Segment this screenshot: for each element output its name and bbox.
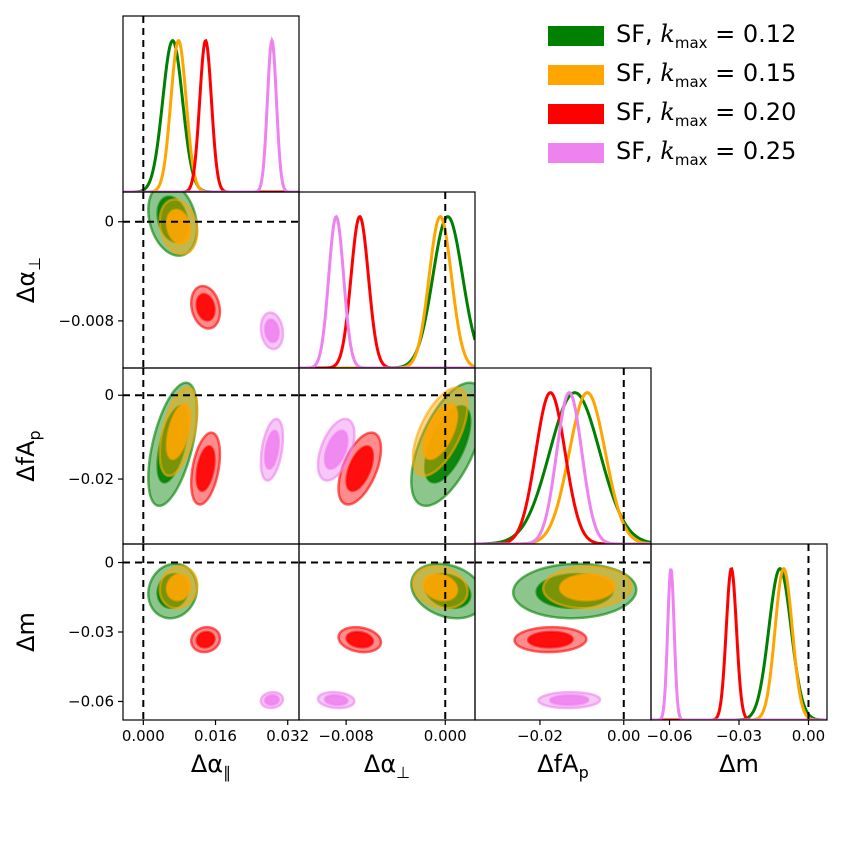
contour-68-series-2 <box>195 292 216 322</box>
marginal-daperp-series-2 <box>299 214 475 368</box>
panel-daperp-vs-dm: −0.008 0.000 Δα⊥ <box>298 543 476 782</box>
y-axis-label-dfap: ΔfAp <box>12 430 44 481</box>
legend-swatch <box>548 25 604 46</box>
panel-daperp-vs-dfap <box>298 367 476 545</box>
legend-swatch <box>548 142 604 163</box>
panel-daperp <box>298 191 476 369</box>
marginal-dfap-series-1 <box>475 391 651 544</box>
legend-swatch <box>548 64 604 85</box>
contour-68-series-1 <box>558 573 616 602</box>
marginal-dapar-series-2 <box>123 38 299 192</box>
contour-68-series-2 <box>526 630 574 649</box>
x-tick-label: 0.00 <box>607 727 640 745</box>
y-tick-label: 0 <box>104 213 114 231</box>
legend-item-3: SF, kmax = 0.25 <box>548 133 796 172</box>
legend-item-2: SF, kmax = 0.20 <box>548 94 796 133</box>
x-tick-label: 0.016 <box>194 727 237 745</box>
x-tick-label: −0.03 <box>716 727 762 745</box>
y-tick-label: −0.06 <box>68 692 114 710</box>
x-axis-label-daperp: Δα⊥ <box>364 750 410 782</box>
marginal-dm-series-3 <box>651 568 827 720</box>
legend-item-1: SF, kmax = 0.15 <box>548 55 796 94</box>
contour-68-series-1 <box>422 573 459 602</box>
contour-68-series-3 <box>323 693 349 707</box>
marginal-daperp-series-1 <box>299 215 475 368</box>
x-axis-label-dfap: ΔfAp <box>537 750 588 782</box>
marginal-dapar-series-3 <box>123 36 299 192</box>
legend-label: SF, kmax = 0.25 <box>616 136 797 169</box>
legend-item-0: SF, kmax = 0.12 <box>548 16 796 55</box>
x-tick-label: 0.000 <box>424 727 467 745</box>
contour-68-series-1 <box>165 403 192 461</box>
marginal-daperp-series-0 <box>299 215 475 368</box>
contour-68-series-1 <box>165 573 192 602</box>
marginal-dm-series-2 <box>651 567 827 720</box>
y-tick-label: −0.03 <box>68 623 114 641</box>
contour-68-series-3 <box>263 693 281 707</box>
contour-68-series-3 <box>323 429 349 471</box>
contour-68-series-3 <box>548 693 590 707</box>
panel-dm: −0.06 −0.03 0.00 Δm <box>647 543 828 778</box>
x-axis-label-dm: Δm <box>719 750 759 778</box>
y-tick-label: −0.02 <box>68 470 114 488</box>
x-tick-label: 0.00 <box>792 727 825 745</box>
x-tick-label: −0.008 <box>318 727 374 745</box>
marginal-dm-series-1 <box>651 566 827 720</box>
y-tick-label: 0 <box>104 554 114 572</box>
panel-dapar-vs-daperp: −0.008 0 Δα⊥ <box>12 191 300 369</box>
legend: SF, kmax = 0.12 SF, kmax = 0.15 SF, kmax =… <box>548 16 796 172</box>
contour-68-series-3 <box>263 318 281 344</box>
panel-dapar-vs-dm: 0.000 0.016 0.032 Δα∥ −0.06 −0.03 0 Δm <box>12 543 309 782</box>
y-tick-label: −0.008 <box>58 312 114 330</box>
y-axis-label-dm: Δm <box>12 612 40 652</box>
contour-68-series-2 <box>195 445 216 493</box>
contour-68-series-2 <box>345 630 375 649</box>
y-axis-label-daperp: Δα⊥ <box>12 257 44 303</box>
x-tick-label: −0.06 <box>647 727 693 745</box>
contour-68-series-2 <box>345 445 375 493</box>
x-tick-label: 0.000 <box>122 727 165 745</box>
panel-dfap <box>474 367 652 545</box>
legend-swatch <box>548 103 604 124</box>
panel-dapar-vs-dfap: −0.02 0 ΔfAp <box>12 367 300 545</box>
contour-68-series-1 <box>422 403 459 461</box>
y-tick-label: 0 <box>104 386 114 404</box>
legend-label: SF, kmax = 0.15 <box>616 58 797 91</box>
x-tick-label: 0.032 <box>266 727 309 745</box>
x-axis-label-dapar: Δα∥ <box>191 750 231 782</box>
panel-dapar <box>122 15 300 193</box>
legend-label: SF, kmax = 0.20 <box>616 97 797 130</box>
contour-68-series-3 <box>263 429 281 471</box>
panel-dfap-vs-dm: −0.02 0.00 ΔfAp <box>474 543 652 782</box>
marginal-daperp-series-3 <box>299 214 475 368</box>
contour-68-series-2 <box>195 630 216 649</box>
x-tick-label: −0.02 <box>517 727 563 745</box>
legend-label: SF, kmax = 0.12 <box>616 19 797 52</box>
contour-68-series-1 <box>165 208 192 245</box>
